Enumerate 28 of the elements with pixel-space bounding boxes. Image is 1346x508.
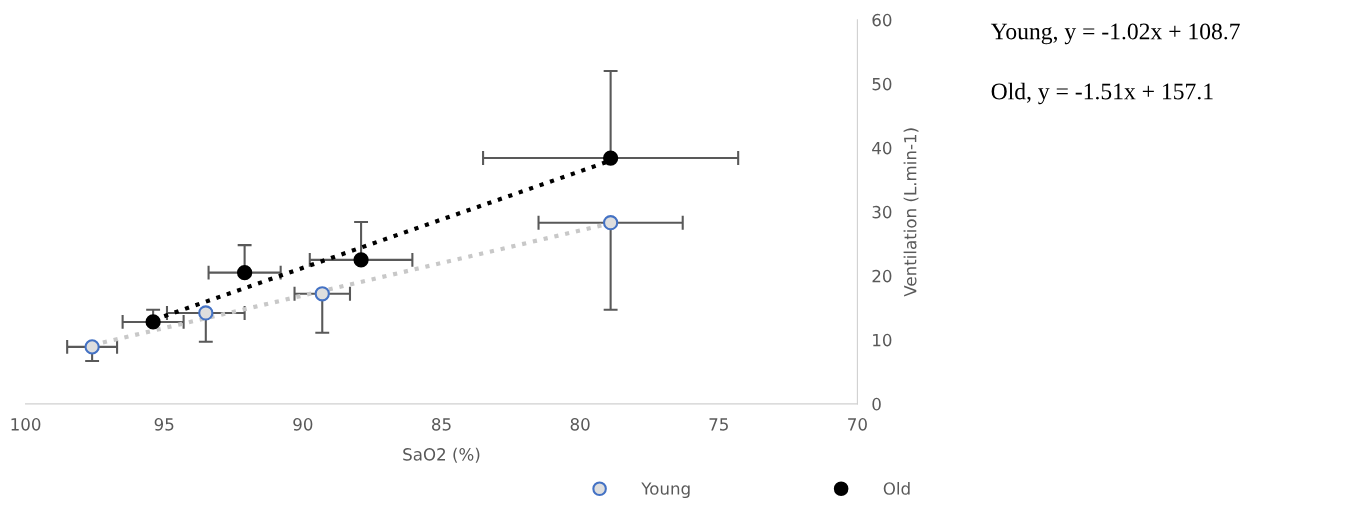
x-tick-label: 70 — [848, 418, 867, 431]
y-tick-label: 0 — [872, 397, 881, 411]
x-tick-label: 100 — [11, 418, 41, 431]
text: Young, y = -1.02x + 108.7 — [990, 23, 1240, 45]
x-tick-label: 90 — [293, 418, 313, 431]
point — [603, 150, 619, 166]
x-tick-label: 85 — [432, 418, 451, 431]
text: Old, y = -1.51x + 157.1 — [991, 82, 1213, 105]
x-tick-label: 95 — [154, 418, 174, 431]
y-axis-title: Ventilation (L.min-1) — [903, 128, 919, 297]
point — [353, 252, 369, 268]
y-tick-label: 50 — [872, 77, 892, 91]
point — [314, 286, 330, 302]
point — [236, 265, 253, 281]
x-tick-label: 75 — [709, 418, 728, 431]
x-tick-label: 80 — [570, 418, 590, 431]
y-tick-label: 10 — [873, 333, 892, 347]
point — [198, 305, 214, 321]
x-axis-title: SaO2 (%) — [403, 447, 480, 463]
point — [84, 339, 100, 355]
y-tick-label: 40 — [872, 141, 892, 155]
point — [603, 215, 619, 231]
y-tick-label: 60 — [872, 13, 892, 27]
legend-label: Old — [883, 481, 910, 495]
point — [145, 314, 161, 330]
legend-label: Young — [641, 482, 690, 499]
y-tick-label: 20 — [872, 269, 892, 283]
y-tick-label: 30 — [872, 205, 892, 219]
